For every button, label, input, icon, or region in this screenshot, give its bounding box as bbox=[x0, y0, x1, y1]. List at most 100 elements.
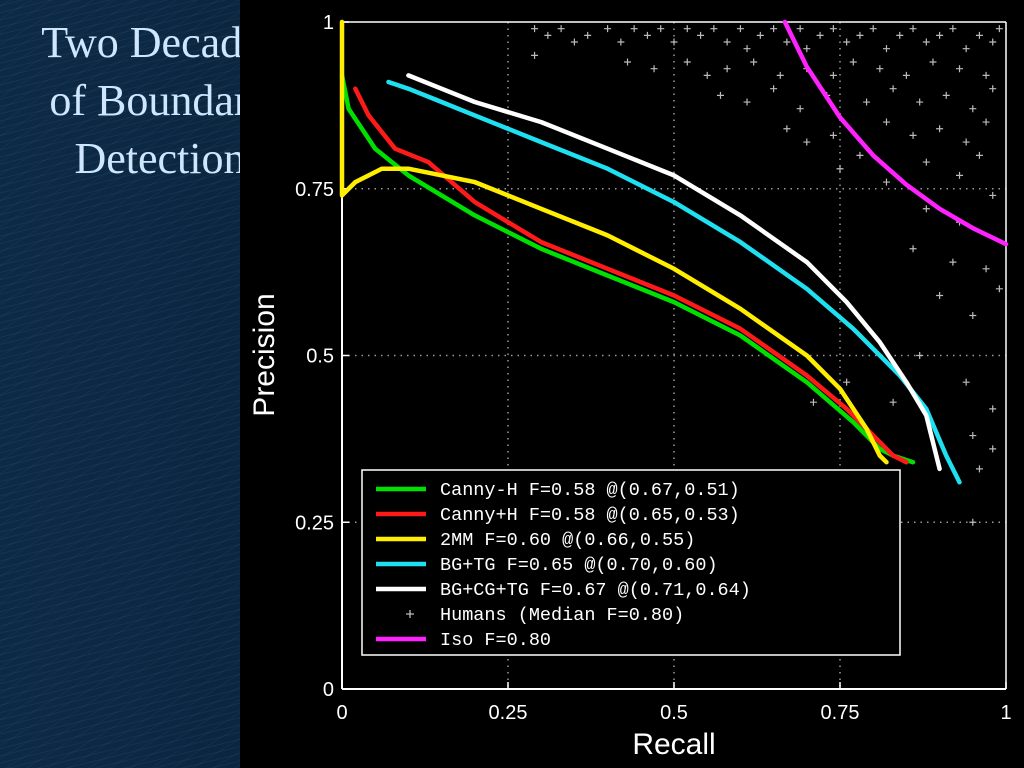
human-point-marker bbox=[962, 138, 970, 146]
human-point-marker bbox=[902, 71, 910, 79]
legend-label: 2MM F=0.60 @(0.66,0.55) bbox=[440, 530, 695, 551]
human-point-marker bbox=[956, 65, 964, 73]
human-point-marker bbox=[896, 31, 904, 39]
series-line-0 bbox=[339, 73, 916, 465]
legend-label: Canny-H F=0.58 @(0.67,0.51) bbox=[440, 480, 740, 501]
human-point-marker bbox=[736, 25, 744, 33]
legend-label: BG+CG+TG F=0.67 @(0.71,0.64) bbox=[440, 580, 751, 601]
human-point-marker bbox=[843, 378, 851, 386]
slide-title: Two Decades of Boundary Detection bbox=[41, 18, 279, 183]
x-tick-label: 0 bbox=[336, 702, 347, 724]
human-point-marker bbox=[783, 38, 791, 46]
human-point-marker bbox=[557, 25, 565, 33]
human-point-marker bbox=[816, 31, 824, 39]
human-point-marker bbox=[949, 258, 957, 266]
human-point-marker bbox=[829, 131, 837, 139]
human-point-marker bbox=[743, 45, 751, 53]
human-point-marker bbox=[989, 405, 997, 413]
human-point-marker bbox=[969, 311, 977, 319]
legend-box bbox=[361, 469, 901, 656]
human-point-marker bbox=[584, 31, 592, 39]
human-point-marker bbox=[856, 151, 864, 159]
human-point-marker bbox=[836, 165, 844, 173]
human-point-marker bbox=[531, 51, 539, 59]
human-point-marker bbox=[544, 31, 552, 39]
y-tick-label: 1 bbox=[323, 12, 334, 34]
human-point-marker bbox=[916, 352, 924, 359]
x-axis-label: Recall bbox=[632, 728, 715, 761]
human-point-marker bbox=[624, 58, 632, 66]
series-line-1 bbox=[353, 86, 909, 465]
y-tick-label: 0.25 bbox=[295, 512, 334, 534]
plot-panel: 0 0.25 0.5 0.75 1 0 0.25 0.5 0.75 1 Recall Precis… bbox=[240, 0, 1024, 768]
human-point-marker bbox=[969, 432, 977, 440]
human-point-marker bbox=[889, 398, 897, 406]
human-point-marker bbox=[936, 291, 944, 299]
legend-label: Humans (Median F=0.80) bbox=[440, 605, 684, 626]
human-point-marker bbox=[916, 98, 924, 106]
human-point-marker bbox=[756, 31, 764, 39]
human-point-marker bbox=[570, 38, 578, 46]
y-tick-label: 0.75 bbox=[295, 179, 334, 201]
legend-label: Iso F=0.80 bbox=[440, 630, 551, 651]
human-point-marker bbox=[650, 65, 658, 73]
human-point-marker bbox=[809, 398, 817, 406]
legend-label: Canny+H F=0.58 @(0.65,0.53) bbox=[440, 505, 740, 526]
human-point-marker bbox=[909, 25, 917, 33]
human-point-marker bbox=[909, 131, 917, 139]
human-point-marker bbox=[849, 58, 857, 66]
human-point-marker bbox=[829, 71, 837, 79]
human-point-marker bbox=[863, 98, 871, 106]
human-point-marker bbox=[962, 378, 970, 386]
human-point-marker bbox=[657, 25, 665, 33]
human-point-marker bbox=[856, 31, 864, 39]
human-point-marker bbox=[829, 25, 837, 33]
human-point-marker bbox=[982, 118, 990, 126]
human-point-marker bbox=[929, 58, 937, 66]
human-point-marker bbox=[783, 125, 791, 133]
human-point-marker bbox=[670, 38, 678, 46]
human-point-marker bbox=[936, 31, 944, 39]
human-point-marker bbox=[710, 25, 718, 33]
human-point-marker bbox=[697, 31, 705, 39]
series-line-3 bbox=[386, 79, 962, 485]
chart: 0 0.25 0.5 0.75 1 0 0.25 0.5 0.75 1 Recall Precis… bbox=[248, 12, 1012, 761]
series-line-2 bbox=[339, 19, 889, 465]
human-point-marker bbox=[882, 118, 890, 126]
series-line-5 bbox=[782, 19, 1009, 247]
human-point-marker bbox=[796, 25, 804, 33]
human-point-marker bbox=[975, 31, 983, 39]
human-point-marker bbox=[962, 45, 970, 53]
tick-labels: 0 0.25 0.5 0.75 1 0 0.25 0.5 0.75 1 bbox=[295, 12, 1012, 724]
human-point-marker bbox=[936, 125, 944, 133]
y-tick-label: 0 bbox=[323, 679, 334, 701]
human-point-marker bbox=[956, 171, 964, 179]
human-point-marker bbox=[995, 25, 1003, 33]
human-point-marker bbox=[803, 138, 811, 146]
legend: Canny-H F=0.58 @(0.67,0.51) Canny+H F=0.… bbox=[361, 469, 901, 656]
human-point-marker bbox=[989, 85, 997, 93]
series-lines bbox=[339, 19, 1009, 485]
human-point-marker bbox=[643, 31, 651, 39]
human-point-marker bbox=[776, 71, 784, 79]
human-point-marker bbox=[604, 25, 612, 33]
human-point-marker bbox=[969, 518, 977, 526]
legend-label: BG+TG F=0.65 @(0.70,0.60) bbox=[440, 555, 718, 576]
human-point-marker bbox=[617, 38, 625, 46]
human-point-marker bbox=[922, 158, 930, 166]
human-point-marker bbox=[750, 58, 758, 66]
human-point-marker bbox=[989, 191, 997, 199]
human-point-marker bbox=[683, 58, 691, 66]
human-point-marker bbox=[770, 25, 778, 33]
human-point-marker bbox=[723, 38, 731, 46]
human-point-marker bbox=[723, 65, 731, 73]
human-point-marker bbox=[975, 151, 983, 159]
human-point-marker bbox=[909, 245, 917, 253]
human-point-marker bbox=[922, 38, 930, 46]
human-point-marker bbox=[803, 45, 811, 53]
human-point-marker bbox=[975, 465, 983, 473]
human-point-marker bbox=[683, 25, 691, 33]
human-point-marker bbox=[796, 105, 804, 113]
legend-swatch-marker bbox=[406, 610, 414, 618]
human-point-marker bbox=[922, 205, 930, 213]
